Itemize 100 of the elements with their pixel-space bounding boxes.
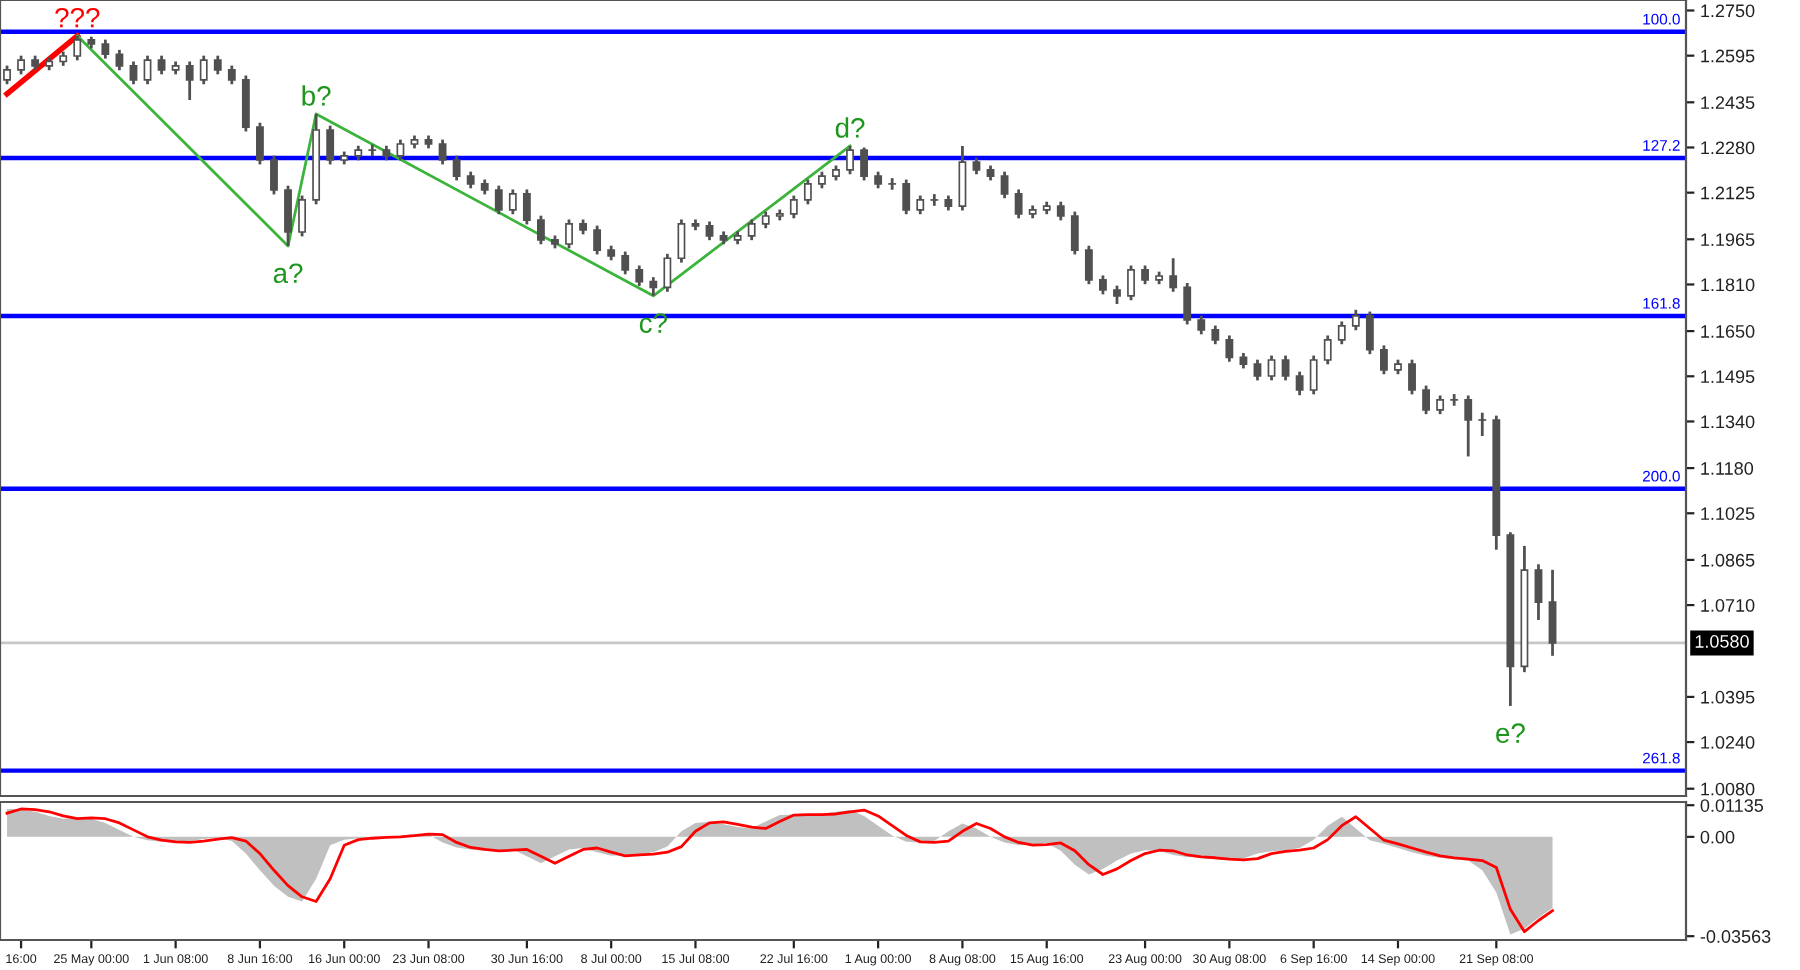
candlestick — [213, 54, 222, 76]
candlestick — [789, 194, 798, 220]
candlestick — [1422, 384, 1431, 416]
candlestick — [143, 54, 152, 86]
candlestick — [326, 124, 335, 166]
candlestick — [1323, 334, 1332, 366]
candlestick — [1548, 568, 1557, 658]
candlestick — [958, 144, 967, 212]
candlestick — [663, 252, 672, 294]
candlestick — [1379, 344, 1388, 376]
candlestick — [508, 188, 517, 216]
candlestick — [565, 218, 573, 250]
candlestick — [1408, 358, 1416, 396]
candlestick — [536, 214, 545, 246]
annotation: ??? — [55, 7, 100, 28]
candlestick — [803, 178, 812, 206]
candlestick — [1070, 210, 1079, 256]
y-tick-label: 1.2750 — [1701, 4, 1755, 18]
y-tick-label: 1.1965 — [1701, 233, 1755, 247]
candlestick — [1197, 314, 1206, 336]
y-tick-label: -0.03563 — [1700, 930, 1771, 943]
annotation: d? — [835, 117, 865, 138]
y-tick-label: 1.1340 — [1701, 415, 1755, 429]
candlestick — [115, 48, 124, 72]
candlestick — [1014, 188, 1023, 220]
candlestick — [1295, 370, 1304, 397]
y-tick-label: 1.2435 — [1701, 96, 1755, 110]
y-tick-label: 0.01135 — [1700, 799, 1764, 812]
candlestick — [1253, 358, 1262, 382]
annotation: a? — [273, 263, 303, 284]
y-tick-label: 1.0395 — [1701, 690, 1755, 704]
candlestick — [270, 154, 278, 196]
candlestick — [129, 60, 138, 86]
y-tick-label: 1.0080 — [1701, 782, 1755, 796]
y-tick-label: 1.1025 — [1701, 507, 1755, 520]
y-tick-label: 1.2280 — [1701, 141, 1755, 155]
candlestick — [916, 194, 925, 216]
candlestick — [1211, 324, 1220, 346]
y-tick-label: 1.1495 — [1701, 370, 1755, 384]
candlestick — [1141, 264, 1150, 286]
candlestick — [298, 194, 307, 238]
candlestick — [199, 54, 208, 86]
candlestick — [1056, 200, 1065, 222]
y-tick-label: 1.0240 — [1701, 736, 1755, 749]
candlestick — [452, 154, 461, 182]
candlestick — [438, 138, 447, 166]
candlestick — [846, 144, 854, 176]
candlestick — [705, 220, 714, 242]
y-tick-label: 1.0710 — [1701, 599, 1755, 612]
candlestick — [1084, 244, 1093, 286]
candlestick — [17, 54, 26, 76]
candlestick — [649, 275, 658, 298]
candlestick — [1000, 170, 1009, 200]
candlestick — [522, 188, 531, 226]
candlestick — [1169, 256, 1178, 294]
candlestick — [1464, 394, 1473, 458]
ref-line-label: 1.0580 — [1695, 635, 1749, 648]
candlestick — [255, 121, 264, 166]
candlestick — [621, 250, 630, 276]
y-tick-label: 1.2125 — [1701, 186, 1755, 200]
candlestick — [902, 178, 911, 216]
candlestick — [284, 184, 292, 248]
candlestick — [396, 138, 405, 162]
candlestick — [1281, 354, 1290, 382]
candlestick — [593, 224, 602, 256]
candlestick — [1225, 334, 1234, 364]
candlestick — [73, 34, 82, 62]
candlestick — [1436, 394, 1445, 416]
candlestick — [185, 60, 194, 102]
candlestick — [1267, 354, 1276, 382]
candlestick — [677, 218, 686, 264]
candlestick — [1113, 284, 1121, 306]
candlestick — [1098, 274, 1107, 296]
y-tick-label: 1.1650 — [1701, 325, 1755, 338]
candlestick — [635, 264, 644, 288]
candlestick — [1478, 411, 1487, 438]
candlestick — [747, 218, 756, 242]
y-tick-label: 1.1810 — [1701, 278, 1755, 292]
candlestick — [888, 176, 897, 192]
y-tick-label: 1.2595 — [1701, 49, 1755, 63]
y-tick-label: 1.1180 — [1701, 462, 1754, 475]
candlestick — [860, 146, 869, 182]
y-tick-label: 0.00 — [1700, 830, 1735, 844]
candlestick — [227, 64, 236, 86]
candlestick — [1534, 562, 1543, 622]
annotation: c? — [639, 313, 667, 333]
candlestick — [157, 54, 166, 76]
candlestick — [1351, 308, 1360, 332]
candlestick — [1309, 354, 1318, 396]
candlestick — [494, 184, 503, 216]
annotation: b? — [302, 85, 331, 106]
candlestick — [1450, 392, 1459, 408]
candlestick — [1183, 281, 1192, 326]
candlestick — [101, 38, 110, 60]
candlestick — [1337, 320, 1346, 346]
candlestick — [241, 74, 250, 133]
candlestick — [1127, 264, 1135, 302]
candlestick — [1365, 310, 1374, 356]
candlestick — [930, 192, 939, 208]
annotation: e? — [1496, 723, 1525, 744]
